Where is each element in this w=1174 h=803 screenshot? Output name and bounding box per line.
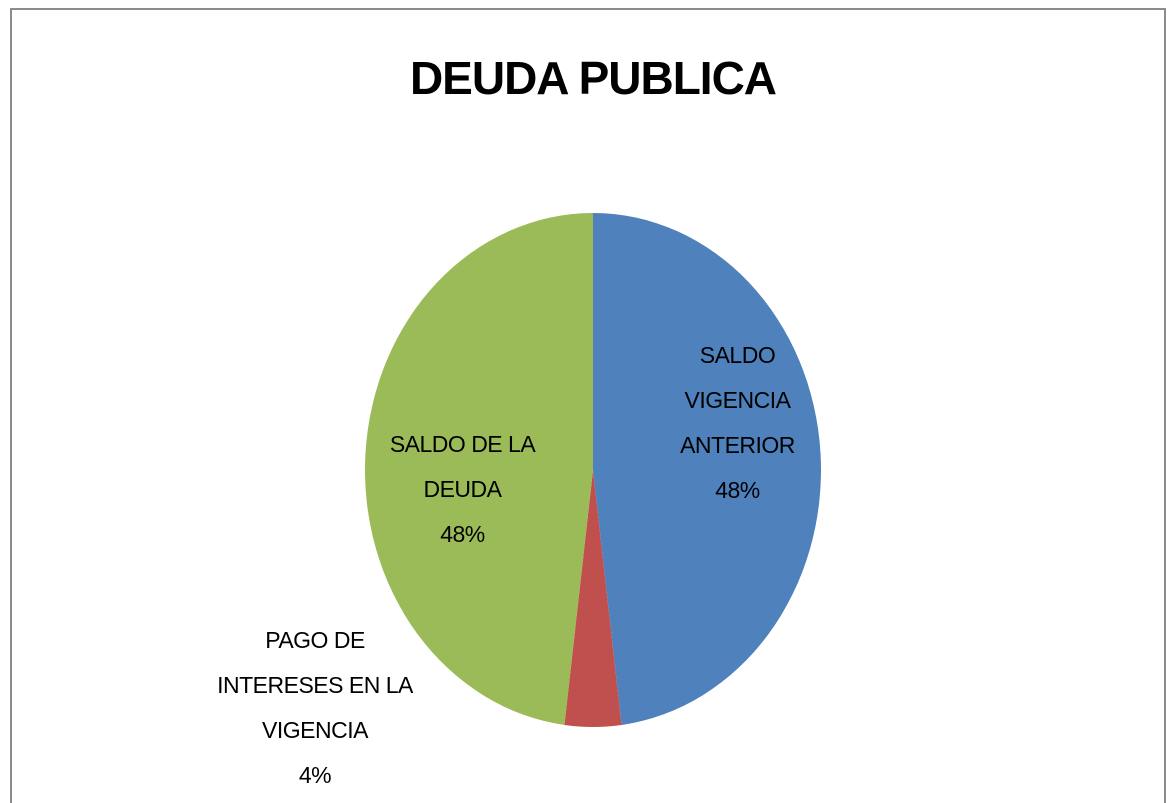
chart-frame <box>10 8 1166 803</box>
slice-label: SALDO DE LA DEUDA <box>389 431 536 502</box>
slice-label: SALDO VIGENCIA ANTERIOR <box>680 342 795 458</box>
chart-title: DEUDA PUBLICA <box>410 52 776 104</box>
pie-slice <box>564 470 622 727</box>
pie-slice <box>593 213 821 725</box>
slice-value-label: 48% <box>715 477 760 503</box>
slice-value-label: 4% <box>298 762 332 788</box>
slice-label: PAGO DE INTERESES EN LA VIGENCIA <box>217 627 413 743</box>
slice-value-label: 48% <box>440 521 485 547</box>
pie-slice <box>365 213 593 725</box>
